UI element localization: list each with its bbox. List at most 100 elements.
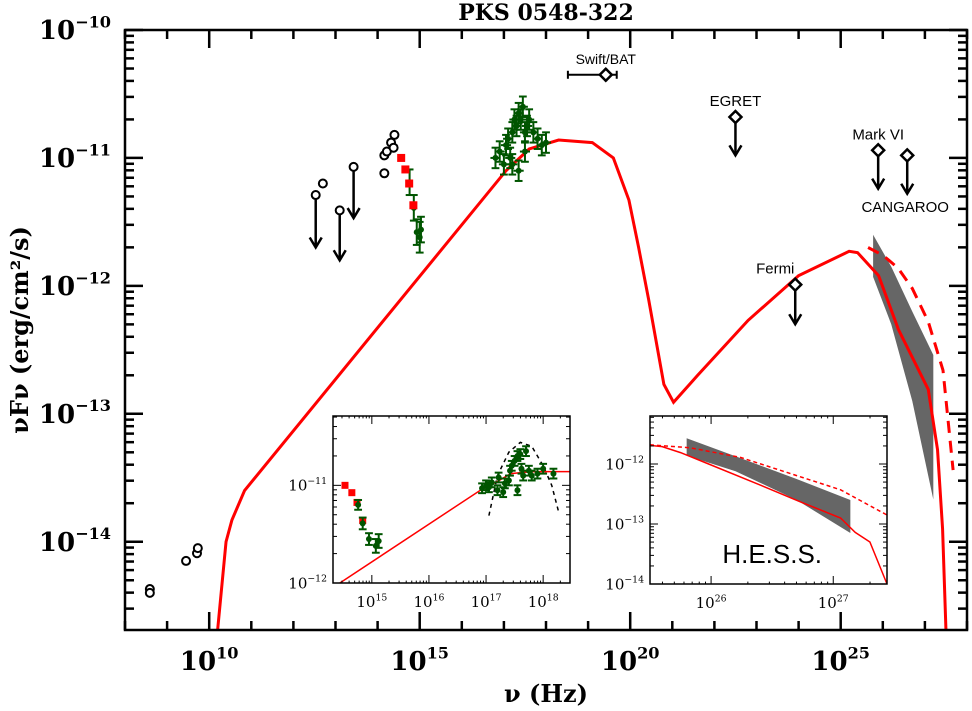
data-point <box>375 538 382 545</box>
x-tick-label: 1026 <box>696 593 727 612</box>
xray-data-point <box>533 467 542 480</box>
x-tick-label: 1027 <box>818 593 849 612</box>
inset-left-background <box>333 416 570 583</box>
xray-data-point <box>524 108 535 131</box>
radio-circle-point <box>317 178 328 189</box>
y-tick-label: 10−12 <box>605 455 644 474</box>
optical-square-point <box>409 201 418 210</box>
instrument-label: Fermi <box>756 261 794 278</box>
upper-limit-diamond <box>870 142 886 159</box>
radio-circle-point <box>379 168 390 179</box>
model-sed-unabsorbed-dashed <box>867 246 955 471</box>
y-tick-label: 10−11 <box>39 140 111 174</box>
data-point <box>365 536 372 543</box>
x-tick-label: 1015 <box>390 643 449 677</box>
y-tick-label: 10−13 <box>605 515 644 534</box>
y-axis-label: νFν (erg/cm²/s) <box>5 226 34 434</box>
optical-square-point <box>397 153 406 162</box>
data-point <box>550 470 557 477</box>
upper-limit-arrow <box>332 210 347 263</box>
optical-square-point <box>401 165 410 174</box>
radio-circle-point <box>389 129 400 140</box>
xray-data-point <box>513 484 522 497</box>
instrument-label: EGRET <box>710 93 762 110</box>
data-point <box>417 226 424 233</box>
arrow-head <box>788 313 803 327</box>
y-tick-label: 10−12 <box>288 574 327 593</box>
upper-limit-diamond <box>727 109 744 125</box>
radio-circle-point <box>388 142 399 153</box>
plot-frame <box>649 415 888 585</box>
y-tick-label: 10−12 <box>39 268 111 302</box>
data-point <box>355 501 362 508</box>
data-point <box>517 451 524 458</box>
data-point <box>521 148 528 155</box>
x-tick-label: 1017 <box>471 592 502 611</box>
xray-data-point <box>519 469 528 482</box>
uv-data-point <box>417 215 425 244</box>
arrow-head <box>308 236 323 250</box>
data-point <box>505 477 512 484</box>
xray-data-point <box>493 484 502 497</box>
xray-data-point <box>494 140 505 163</box>
uv-data-point <box>358 516 367 531</box>
plot-frame <box>332 415 571 584</box>
optical-square-point <box>341 481 349 489</box>
instrument-label: Mark VI <box>852 126 904 143</box>
uv-data-point <box>354 498 363 511</box>
uv-data-point <box>374 533 383 549</box>
y-tick-label: 10−10 <box>39 12 111 46</box>
upper-limit-diamond <box>787 276 803 293</box>
chart-title: PKS 0548-322 <box>458 0 634 26</box>
radio-circle-point <box>192 543 203 554</box>
data-point <box>513 122 520 129</box>
arrow-head <box>346 207 361 221</box>
inset-model-curve <box>649 444 888 585</box>
hess-butterfly-band <box>686 438 851 533</box>
swift-bat-point <box>598 67 614 83</box>
hess-label: H.E.S.S. <box>722 539 822 569</box>
upper-limit-diamond <box>899 147 915 164</box>
data-point <box>496 148 503 155</box>
data-point <box>519 103 526 110</box>
xray-data-point <box>516 448 525 460</box>
x-tick-label: 1025 <box>811 643 870 677</box>
data-point <box>509 129 516 136</box>
x-tick-label: 1018 <box>528 592 559 611</box>
data-point <box>359 520 366 527</box>
arrow-head <box>332 249 347 263</box>
data-point <box>505 135 512 142</box>
arrow-head <box>728 144 743 158</box>
arrow-head <box>900 183 915 197</box>
xray-data-point <box>527 469 536 482</box>
data-point <box>540 465 547 472</box>
xray-data-point <box>511 114 522 138</box>
xray-data-point <box>539 462 548 475</box>
radio-upper-limit-point <box>310 190 321 201</box>
optical-square-point <box>405 179 414 188</box>
x-tick-label: 1010 <box>180 643 239 677</box>
instrument-label: CANGAROO <box>861 199 949 216</box>
data-point <box>528 472 535 479</box>
data-point <box>488 479 495 486</box>
data-point <box>495 474 502 481</box>
data-point <box>509 161 516 168</box>
data-point <box>526 116 533 123</box>
data-point <box>517 116 524 123</box>
xray-data-point <box>517 95 528 118</box>
swift-bat-label: Swift/BAT <box>576 51 637 67</box>
x-tick-label: 1015 <box>356 592 387 611</box>
data-point <box>523 448 530 455</box>
arrow-head <box>871 177 886 192</box>
model-sed-curve <box>216 138 948 631</box>
data-point <box>520 472 527 479</box>
xray-data-point <box>487 476 496 489</box>
xray-data-point <box>540 131 552 154</box>
xray-data-point <box>549 467 558 480</box>
y-tick-label: 10−14 <box>605 575 644 594</box>
data-point <box>494 487 501 494</box>
radio-upper-limit-point <box>334 205 345 216</box>
x-tick-label: 1016 <box>413 592 444 611</box>
xray-data-point <box>522 445 530 458</box>
